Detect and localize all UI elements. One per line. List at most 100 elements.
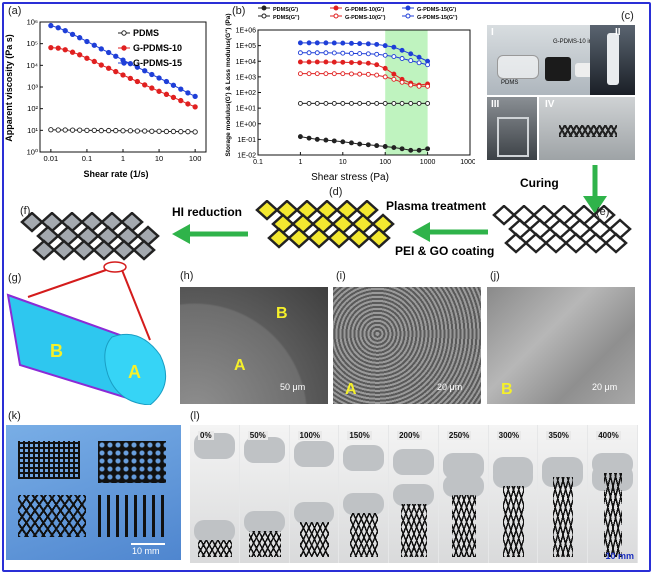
- data-point: [365, 100, 371, 106]
- panel-label-b: (b): [232, 5, 246, 17]
- data-point: [306, 40, 312, 46]
- data-point: [416, 60, 422, 66]
- strut-model: B A: [6, 261, 167, 405]
- stretched-lattice: [350, 513, 379, 557]
- data-point: [156, 128, 162, 134]
- data-point: [297, 100, 303, 106]
- data-point: [84, 55, 90, 61]
- lattice-cell: [524, 232, 548, 254]
- lattice-cell: [367, 227, 391, 249]
- data-point: [349, 140, 354, 146]
- panel-label-c: (c): [621, 10, 634, 22]
- lattice-cell: [132, 239, 156, 261]
- data-point: [382, 74, 388, 80]
- data-point: [331, 138, 337, 144]
- data-point: [84, 38, 90, 45]
- data-point: [134, 64, 141, 70]
- coating-arrow: [412, 222, 488, 242]
- panel-label-e: (d): [329, 186, 343, 198]
- data-point: [357, 60, 363, 66]
- lower-clamp: [492, 466, 534, 488]
- data-point: [408, 51, 414, 57]
- data-point: [357, 71, 363, 77]
- data-point: [323, 59, 329, 65]
- strain-label: 250%: [446, 431, 472, 440]
- data-point: [340, 40, 346, 46]
- data-point: [374, 41, 380, 47]
- stretched-lattice: [502, 486, 525, 557]
- data-point: [408, 147, 414, 153]
- data-point: [382, 100, 388, 106]
- zoom-line-right: [121, 269, 151, 341]
- curing-arrow: [583, 165, 607, 214]
- upper-clamp: [293, 441, 335, 467]
- x-tick-label: 0.1: [82, 154, 92, 163]
- data-point: [178, 97, 184, 104]
- x-axis-label: Shear stress (Pa): [311, 172, 389, 183]
- lower-clamp: [442, 475, 484, 497]
- roman-label: IV: [545, 99, 555, 110]
- viscosity-chart: 0.01 0.1 1 10 100 10⁰ 10¹ 10² 10³ 10⁴ 10⁵ 10⁶ PDMS G…: [4, 18, 207, 179]
- data-point: [365, 71, 371, 77]
- printer-photo-iii: III: [487, 97, 537, 160]
- lattice-cell: [492, 205, 516, 226]
- data-point: [98, 46, 104, 52]
- data-point: [48, 127, 54, 133]
- lattice-cell: [604, 232, 628, 254]
- curing-label: Curing: [520, 176, 559, 190]
- data-point: [374, 72, 380, 78]
- strain-frame: 300%: [488, 425, 538, 563]
- data-point: [142, 128, 148, 134]
- data-point: [306, 71, 312, 77]
- data-point: [399, 56, 405, 61]
- strain-frame: 400%: [588, 425, 637, 563]
- lattice-cell: [504, 232, 528, 254]
- data-point: [163, 128, 170, 135]
- data-point: [331, 100, 337, 106]
- region-a-label: A: [234, 357, 246, 374]
- legend-marker: [405, 13, 411, 19]
- data-point: [134, 128, 141, 134]
- panel-label-l: (l): [190, 410, 200, 422]
- data-point: [62, 47, 68, 53]
- stretched-lattice: [401, 504, 427, 557]
- plasma-label: Plasma treatment: [386, 199, 487, 213]
- x-tick-label: 1: [121, 154, 125, 163]
- y-tick-label: 1E+06: [236, 28, 257, 35]
- data-point: [77, 52, 83, 58]
- region-b-label: B: [501, 381, 513, 398]
- roman-label: III: [491, 99, 500, 110]
- data-point: [69, 49, 76, 55]
- data-point: [192, 129, 198, 135]
- data-point: [297, 134, 303, 140]
- data-point: [323, 71, 329, 77]
- data-point: [306, 135, 312, 141]
- data-point: [314, 100, 320, 106]
- legend-marker: [261, 13, 267, 19]
- data-point: [127, 75, 134, 82]
- legend-marker: [405, 5, 411, 11]
- y-tick-label: 10⁴: [26, 61, 38, 70]
- panel-label-h: (h): [180, 270, 194, 282]
- sample-diamond-lattice: [18, 495, 86, 537]
- pdms-label: PDMS: [501, 80, 519, 86]
- data-point: [425, 146, 431, 152]
- strut-cross-section: [104, 333, 167, 405]
- data-point: [357, 51, 363, 57]
- legend-marker: [121, 60, 127, 66]
- stretched-lattice: [248, 531, 281, 557]
- data-point: [91, 42, 97, 48]
- data-point: [105, 127, 112, 134]
- data-point: [170, 128, 177, 135]
- data-point: [391, 100, 397, 106]
- stretched-lattice: [451, 495, 476, 557]
- sem-image-i: A 20 μm: [333, 287, 481, 404]
- data-point: [374, 100, 380, 106]
- scale-bar: [131, 543, 165, 545]
- y-tick-label: 1E+03: [236, 74, 257, 81]
- x-tick-label: 10000: [460, 159, 475, 166]
- data-point: [113, 68, 119, 75]
- data-point: [416, 147, 422, 153]
- data-point: [55, 127, 61, 133]
- region-a-label: A: [128, 362, 141, 382]
